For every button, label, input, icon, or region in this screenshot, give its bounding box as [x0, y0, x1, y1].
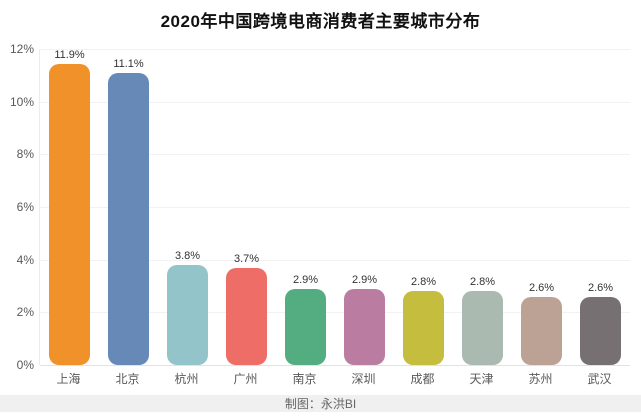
- gridline: [40, 101, 630, 103]
- y-tick-label: 12%: [9, 42, 34, 56]
- bar-value-label: 2.6%: [528, 281, 555, 294]
- x-axis-label: 武汉: [587, 372, 612, 386]
- bar-slot: 11.9%: [40, 49, 99, 365]
- bar-武汉: [580, 296, 621, 365]
- x-axis-label: 杭州: [174, 372, 199, 386]
- x-axis-label: 广州: [233, 372, 258, 386]
- bar-成都: [403, 291, 444, 365]
- x-axis-label: 苏州: [528, 372, 553, 386]
- credit-text: 制图：永洪BI: [284, 397, 357, 411]
- bar-value-label: 11.1%: [113, 57, 144, 70]
- y-tick-label: 6%: [16, 200, 34, 214]
- credit-bar: 制图：永洪BI: [0, 395, 641, 412]
- bars-container: 11.9% 11.1% 3.8% 3.7% 2.9% 2.9% 2.8% 2.8% 2.6% 2.…: [40, 49, 630, 365]
- bar-slot: 11.1%: [99, 49, 158, 365]
- bar-value-label: 3.7%: [233, 252, 260, 265]
- y-tick-label: 8%: [16, 147, 34, 162]
- x-axis-label: 南京: [292, 372, 317, 386]
- bar-slot: 2.9%: [276, 49, 335, 365]
- bar-slot: 2.6%: [512, 49, 571, 365]
- y-tick-label: 4%: [16, 252, 34, 267]
- x-axis-label: 深圳: [351, 372, 376, 386]
- x-axis-label: 天津: [469, 372, 494, 386]
- y-tick-label: 10%: [9, 94, 34, 109]
- bar-value-label: 2.6%: [587, 281, 614, 294]
- x-axis-label: 北京: [115, 372, 140, 386]
- bar-广州: [226, 267, 267, 365]
- bar-slot: 3.7%: [217, 49, 276, 365]
- bar-value-label: 2.8%: [410, 276, 437, 289]
- chart-title: 2020年中国跨境电商消费者主要城市分布: [160, 12, 481, 31]
- bar-苏州: [521, 296, 562, 365]
- gridline: [40, 49, 630, 50]
- bar-深圳: [344, 288, 385, 365]
- gridline: [40, 207, 630, 208]
- x-axis-label: 成都: [410, 372, 435, 386]
- bar-slot: 2.8%: [453, 49, 512, 365]
- plot-area: 11.9% 11.1% 3.8% 3.7% 2.9% 2.9% 2.8% 2.8% 2.6% 2.…: [39, 49, 630, 366]
- x-axis-label: 上海: [56, 372, 81, 386]
- x-axis-baseline: [40, 365, 630, 366]
- bar-南京: [285, 288, 326, 365]
- y-tick-label: 0%: [16, 358, 34, 372]
- bar-value-label: 2.9%: [351, 273, 378, 286]
- bar-天津: [462, 291, 503, 365]
- bar-value-label: 2.8%: [469, 276, 496, 289]
- gridline: [40, 259, 630, 261]
- bar-北京: [108, 72, 149, 365]
- bar-上海: [49, 64, 90, 365]
- bar-value-label: 2.9%: [292, 273, 319, 286]
- bar-slot: 3.8%: [158, 49, 217, 365]
- y-tick-label: 2%: [16, 305, 34, 320]
- bar-slot: 2.9%: [335, 49, 394, 365]
- bar-杭州: [167, 264, 208, 365]
- bar-value-label: 11.9%: [54, 49, 85, 61]
- bar-value-label: 3.8%: [174, 249, 201, 262]
- bar-slot: 2.8%: [394, 49, 453, 365]
- gridline: [40, 154, 630, 156]
- gridline: [40, 312, 630, 314]
- x-axis-labels: 上海 北京 杭州 广州 南京 深圳 成都 天津 苏州 武汉: [39, 370, 629, 387]
- bar-slot: 2.6%: [571, 49, 630, 365]
- y-axis: 0% 2% 4% 6% 8% 10% 12%: [0, 42, 34, 372]
